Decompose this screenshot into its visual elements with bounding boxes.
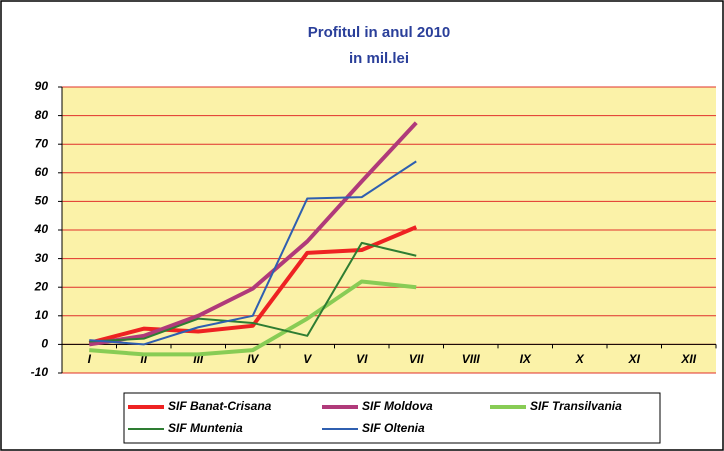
- x-tick-label: II: [140, 352, 147, 366]
- y-tick-label: -10: [31, 365, 49, 379]
- x-tick-label: IV: [247, 352, 259, 366]
- legend-label: SIF Moldova: [362, 399, 433, 413]
- x-tick-label: XII: [680, 352, 696, 366]
- y-tick-label: 0: [41, 337, 48, 351]
- chart-subtitle: in mil.lei: [349, 50, 409, 67]
- y-tick-label: 70: [35, 136, 49, 150]
- x-tick-label: VIII: [462, 352, 481, 366]
- x-tick-label: III: [193, 352, 204, 366]
- x-tick-label: I: [88, 352, 92, 366]
- x-tick-label: V: [303, 352, 312, 366]
- series-line: [89, 241, 417, 343]
- series-line: [89, 279, 417, 357]
- x-tick-label: IX: [520, 352, 532, 366]
- legend-label: SIF Transilvania: [530, 399, 622, 413]
- y-tick-label: 30: [35, 251, 49, 265]
- y-tick-label: 10: [35, 308, 49, 322]
- series-line: [88, 225, 418, 345]
- legend-box: [123, 392, 661, 444]
- y-tick-label: 40: [34, 222, 49, 236]
- y-tick-label: 80: [35, 108, 49, 122]
- series-line: [88, 121, 418, 347]
- legend-label: SIF Banat-Crisana: [168, 399, 272, 413]
- x-tick-label: XI: [628, 352, 641, 366]
- chart-title: Profitul in anul 2010: [308, 24, 451, 41]
- y-tick-label: 90: [35, 79, 49, 93]
- x-tick-label: X: [575, 352, 585, 366]
- legend-label: SIF Muntenia: [168, 421, 243, 435]
- y-tick-label: 50: [35, 194, 49, 208]
- series-line: [89, 160, 417, 346]
- y-tick-label: 20: [34, 279, 49, 293]
- legend-label: SIF Oltenia: [362, 421, 425, 435]
- y-tick-label: 60: [35, 165, 49, 179]
- x-tick-label: VII: [409, 352, 424, 366]
- x-tick-label: VI: [356, 352, 368, 366]
